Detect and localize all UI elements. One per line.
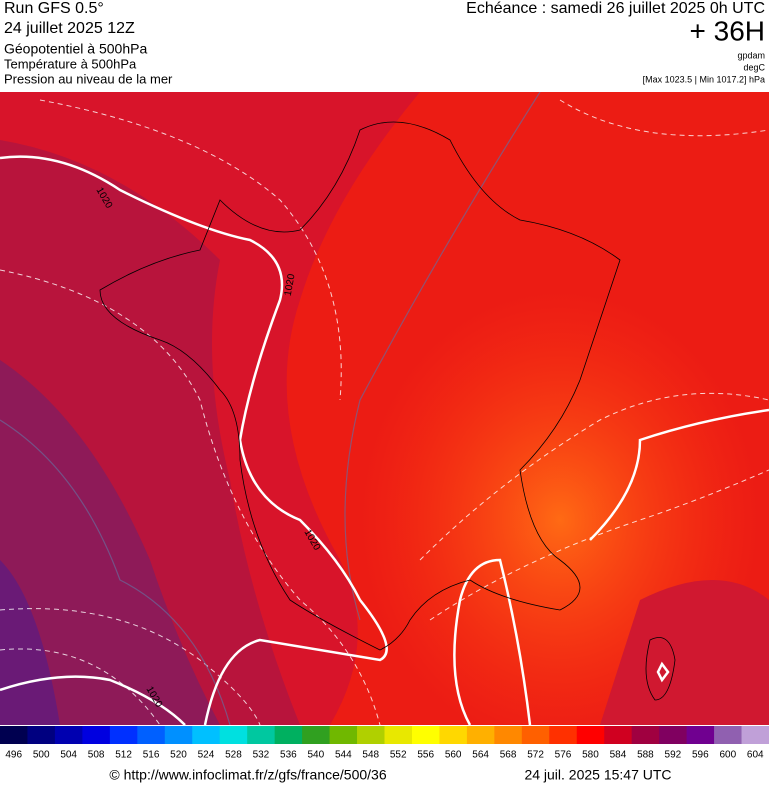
colorbar-swatch — [631, 726, 660, 744]
lead-time: + 36H — [690, 15, 766, 46]
colorbar-swatch — [192, 726, 221, 744]
colorbar-label: 520 — [170, 750, 187, 761]
isobar — [0, 155, 769, 725]
colorbar-swatch — [54, 726, 83, 744]
colorbar-swatch — [219, 726, 248, 744]
colorbar-label: 596 — [692, 750, 709, 761]
temperature-zone — [600, 580, 769, 725]
colorbar-label: 536 — [280, 750, 297, 761]
colorbar-label: 516 — [143, 750, 160, 761]
colorbar-swatch — [0, 726, 28, 744]
colorbar: 496 500 504 508 512 516 520 524 528 532 536 540 544 5… — [0, 726, 769, 761]
source-credit: © http://www.infoclimat.fr/z/gfs/france/… — [109, 767, 386, 783]
pressure-range: [Max 1023.5 | Min 1017.2] hPa — [643, 74, 765, 84]
colorbar-swatch — [384, 726, 413, 744]
colorbar-label: 552 — [390, 750, 407, 761]
colorbar-label: 504 — [60, 750, 77, 761]
colorbar-label: 532 — [253, 750, 270, 761]
colorbar-swatch — [137, 726, 166, 744]
forecast-time: Echéance : samedi 26 juillet 2025 0h UTC — [466, 0, 765, 17]
temperature-zone — [0, 560, 60, 725]
colorbar-swatch — [549, 726, 578, 744]
colorbar-swatch — [164, 726, 193, 744]
timestamp: 24 juil. 2025 15:47 UTC — [524, 767, 671, 783]
colorbar-swatch — [357, 726, 385, 744]
colorbar-swatch — [82, 726, 111, 744]
colorbar-swatch — [521, 726, 550, 744]
colorbar-swatch — [714, 726, 743, 744]
colorbar-label: 568 — [500, 750, 517, 761]
colorbar-label: 512 — [115, 750, 132, 761]
colorbar-swatch — [466, 726, 495, 744]
colorbar-label: 524 — [198, 750, 215, 761]
run-date: 24 juillet 2025 12Z — [4, 20, 135, 37]
field-label: Pression au niveau de la mer — [4, 71, 173, 86]
colorbar-swatch — [329, 726, 358, 744]
colorbar-swatch — [494, 726, 523, 744]
colorbar-label: 548 — [362, 750, 379, 761]
colorbar-label: 592 — [665, 750, 682, 761]
colorbar-label: 508 — [88, 750, 105, 761]
colorbar-label: 556 — [417, 750, 434, 761]
colorbar-swatch — [439, 726, 468, 744]
colorbar-label: 500 — [33, 750, 50, 761]
coastline — [99, 121, 676, 701]
colorbar-label: 604 — [747, 750, 764, 761]
field-label: Température à 500hPa — [4, 56, 137, 71]
unit-label: gpdam — [737, 50, 765, 60]
colorbar-label: 528 — [225, 750, 242, 761]
run-title: Run GFS 0.5° — [4, 0, 104, 17]
colorbar-swatch — [411, 726, 440, 744]
colorbar-swatch — [576, 726, 605, 744]
colorbar-swatch — [274, 726, 303, 744]
colorbar-label: 576 — [555, 750, 572, 761]
colorbar-label: 572 — [527, 750, 544, 761]
field-label: Géopotentiel à 500hPa — [4, 41, 147, 57]
colorbar-label: 560 — [445, 750, 462, 761]
colorbar-swatch — [604, 726, 633, 744]
colorbar-label: 544 — [335, 750, 352, 761]
colorbar-label: 584 — [610, 750, 627, 761]
colorbar-swatch — [741, 726, 769, 744]
colorbar-label: 540 — [307, 750, 324, 761]
colorbar-swatch — [686, 726, 715, 744]
unit-label: degC — [743, 62, 765, 72]
colorbar-label: 600 — [719, 750, 736, 761]
temperature-zone — [0, 360, 220, 725]
colorbar-label: 564 — [472, 750, 489, 761]
colorbar-label: 580 — [582, 750, 599, 761]
colorbar-swatch — [302, 726, 331, 744]
colorbar-swatch — [27, 726, 56, 744]
colorbar-label: 588 — [637, 750, 654, 761]
colorbar-swatch — [659, 726, 688, 744]
colorbar-swatch — [247, 726, 276, 744]
colorbar-label: 496 — [5, 750, 22, 761]
isobar-label: 1020 — [283, 273, 298, 297]
colorbar-swatch — [109, 726, 138, 744]
